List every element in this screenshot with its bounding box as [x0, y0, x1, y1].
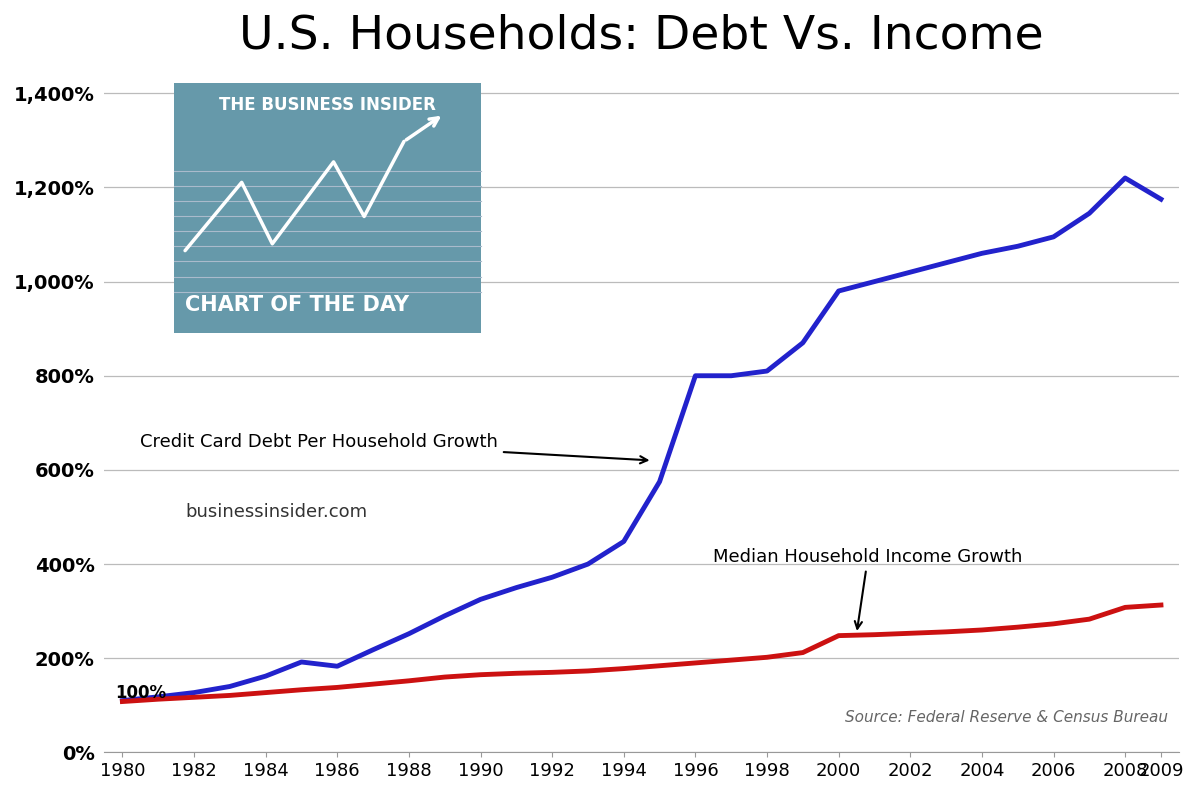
Text: Source: Federal Reserve & Census Bureau: Source: Federal Reserve & Census Bureau [845, 710, 1168, 725]
FancyBboxPatch shape [174, 83, 480, 333]
Text: Median Household Income Growth: Median Household Income Growth [713, 548, 1022, 629]
Text: THE BUSINESS INSIDER: THE BUSINESS INSIDER [218, 95, 436, 114]
Title: U.S. Households: Debt Vs. Income: U.S. Households: Debt Vs. Income [239, 13, 1044, 59]
Text: Credit Card Debt Per Household Growth: Credit Card Debt Per Household Growth [140, 433, 647, 464]
Text: 100%: 100% [115, 684, 167, 702]
Text: businessinsider.com: businessinsider.com [185, 503, 367, 521]
Text: CHART OF THE DAY: CHART OF THE DAY [185, 295, 409, 315]
